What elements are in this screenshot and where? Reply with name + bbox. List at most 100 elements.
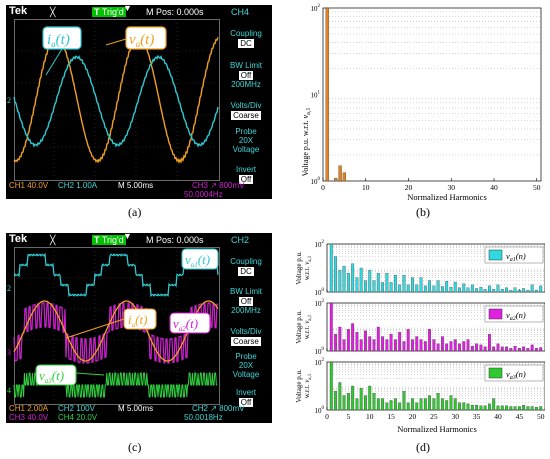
chart-d-1-bar [458, 287, 461, 293]
chart-d-3-bar [466, 403, 470, 411]
chart-d-1-bar [368, 270, 372, 293]
scope-a-brand: Tek [9, 5, 28, 17]
chart-d-2-bar [329, 302, 333, 352]
chart-d-2-ytick-label: 100 [315, 347, 325, 356]
chart-d-2-bar [449, 341, 453, 352]
chart-d-1-bar [381, 282, 385, 293]
chart-d-2-bar [359, 339, 363, 352]
chart-b-xtick-label: 50 [533, 183, 541, 192]
scope-a-trig-status: T Trig'd [92, 7, 126, 17]
scope-a-header: Tek ╳ T Trig'd ▼ M Pos: 0.000s CH4 [6, 5, 272, 19]
chart-d-3-bar [406, 402, 410, 411]
chart-d-2-bar [368, 336, 372, 352]
chart-d-3-xtick-label: 10 [366, 412, 374, 421]
chart-d-2-bar [415, 336, 419, 352]
scope-a-bw-limit[interactable]: BW Limit Off 200MHz [230, 61, 262, 89]
scope-a-label-v: va(t) [129, 32, 154, 49]
scope-a-coupling[interactable]: Coupling DC [230, 29, 262, 48]
chart-b-xtick-label: 30 [447, 183, 455, 192]
chart-d-2-bar [522, 346, 526, 352]
chart-d-1-bar [329, 243, 333, 293]
chart-d-1-bar [475, 288, 479, 293]
scope-a-trig-arrow-icon: ▼ [123, 5, 132, 13]
scope-a-invert[interactable]: Invert Off [235, 165, 256, 184]
scope-a-trigger-setting: CH3 ↗ 800mV [192, 181, 245, 190]
chart-b-xlabel: Normalized Harmonics [407, 192, 487, 202]
chart-b-xtick-label: 20 [405, 183, 413, 192]
scope-a-marker-2: 2 [7, 96, 11, 105]
chart-d-1-ytick-label: 100 [315, 288, 325, 297]
chart-d-2-bar [436, 343, 440, 352]
chart-d-3-bar [428, 395, 432, 411]
chart-d-1-bar [440, 286, 444, 293]
chart-d-2-bar [389, 334, 393, 352]
chart-d-2-bar [458, 343, 461, 352]
scope-c-side-menu: Coupling DC BW Limit Off 200MHz Volts/Div Co… [220, 247, 272, 407]
scope-c-label-v3-pointer [75, 372, 105, 376]
caption-d: (d) [416, 440, 430, 454]
chart-d-3-bar [419, 398, 423, 411]
scope-a-voltage-trace [13, 33, 219, 165]
scope-c-coupling[interactable]: Coupling DC [230, 257, 262, 276]
scope-c-label-v2-box [169, 312, 211, 334]
chart-d-3-bar [535, 407, 538, 411]
chart-d-1-bar [479, 286, 483, 293]
chart-d-2-ylabel-2: w.r.t. va,1 [303, 314, 313, 339]
chart-d-2-bar [398, 332, 402, 352]
chart-d-2-bar [475, 343, 479, 352]
chart-d-2-bar [346, 329, 350, 352]
scope-c-invert[interactable]: Invert Off [235, 388, 256, 407]
scope-c-bw-limit[interactable]: BW Limit Off 200MHz [230, 287, 262, 315]
chart-d-1-bar [466, 287, 470, 293]
scope-c: Tek ╳ T Trig'd ▼ M Pos: 0.000s CH2 2 3 4… [6, 233, 272, 423]
chart-d-3-bar [470, 404, 474, 411]
chart-d-3-bar [359, 388, 363, 411]
chart-b-ytick-label: 100 [311, 177, 321, 186]
chart-d-1-ylabel-2: w.r.t. va,1 [303, 255, 313, 280]
chart-d-2-bar [513, 345, 517, 352]
chart-d-1-bar [539, 285, 543, 293]
chart-d-3-bar [526, 406, 530, 411]
scope-c-marker-4: 4 [7, 386, 11, 395]
chart-d-3-bar [492, 398, 496, 411]
chart-d-2-bar [492, 346, 496, 352]
chart-b-bar [342, 172, 347, 182]
chart-d-3-xtick-label: 50 [537, 412, 545, 421]
chart-b-ytick-label: 102 [311, 4, 321, 13]
chart-d-1-bar [419, 277, 423, 293]
scope-a-volts-div[interactable]: Volts/Div Coarse [230, 101, 262, 120]
chart-b-xtick-label: 10 [362, 183, 370, 192]
chart-d-1-bar [496, 284, 500, 293]
chart-d-3-bar [522, 404, 526, 411]
scope-c-ch2: CH2 100V [58, 404, 95, 413]
chart-d-3-bar [346, 393, 350, 411]
chart-d-2-bar [419, 339, 423, 352]
chart-d-1-legend-swatch [488, 249, 503, 261]
chart-b-xtick-label: 40 [490, 183, 498, 192]
chart-d-1-ytick-label: 102 [315, 240, 325, 249]
chart-d-3-bar [351, 385, 355, 411]
chart-d-3-ytick-label: 100 [315, 406, 325, 415]
chart-d-1-bar [513, 287, 517, 293]
scope-a: Tek ╳ T Trig'd ▼ M Pos: 0.000s CH4 2 ia(… [6, 5, 272, 199]
chart-d-2-bar [364, 330, 367, 352]
scope-a-channel: CH4 [231, 7, 250, 17]
chart-d-1-bar [453, 281, 457, 293]
chart-d-xlabel: Normalized Harmonics [397, 424, 477, 434]
chart-d-2-legend-swatch [488, 308, 503, 320]
scope-c-footer: CH1 2.00A CH2 100V CH3 40.0V CH4 20.0V M… [6, 404, 272, 423]
chart-d-3-xtick-label: 0 [325, 412, 329, 421]
scope-a-mpos: M Pos: 0.000s [146, 7, 204, 17]
chart-d-3-bar [402, 391, 406, 411]
scope-c-probe[interactable]: Probe 20X Voltage [232, 352, 260, 379]
scope-a-probe[interactable]: Probe 20X Voltage [232, 127, 260, 154]
chart-b-bar [334, 177, 338, 182]
scope-c-volts-div[interactable]: Volts/Div Coarse [230, 327, 262, 346]
chart-d-2-bar [406, 329, 410, 352]
scope-a-trig-square-icon: ╳ [50, 7, 56, 17]
chart-d-1-bar [500, 289, 504, 293]
chart-d-1-bar [522, 288, 526, 293]
chart-d-3-bar [449, 395, 453, 411]
chart-d-3-bar [385, 402, 389, 411]
